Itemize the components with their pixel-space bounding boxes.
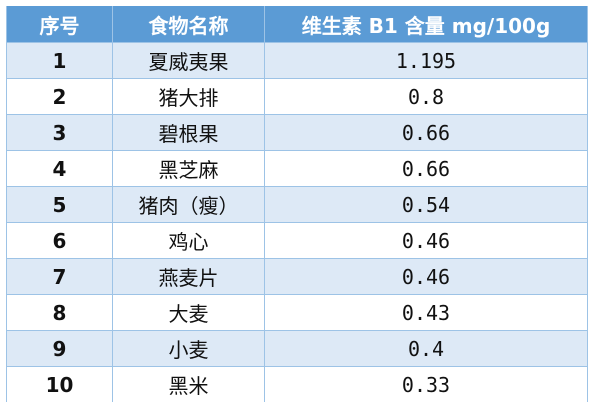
- header-food: 食物名称: [113, 6, 265, 43]
- cell-value: 0.43: [265, 295, 588, 331]
- header-row: 序号 食物名称 维生素 B1 含量 mg/100g: [7, 6, 588, 43]
- cell-food: 大麦: [113, 295, 265, 331]
- cell-food: 黑米: [113, 367, 265, 402]
- cell-index: 1: [7, 43, 113, 79]
- cell-index: 10: [7, 367, 113, 402]
- cell-index: 8: [7, 295, 113, 331]
- cell-index: 4: [7, 151, 113, 187]
- cell-food: 夏威夷果: [113, 43, 265, 79]
- cell-food: 燕麦片: [113, 259, 265, 295]
- cell-value: 0.8: [265, 79, 588, 115]
- cell-food: 鸡心: [113, 223, 265, 259]
- cell-index: 2: [7, 79, 113, 115]
- cell-value: 1.195: [265, 43, 588, 79]
- cell-value: 0.66: [265, 115, 588, 151]
- cell-index: 6: [7, 223, 113, 259]
- cell-index: 7: [7, 259, 113, 295]
- cell-value: 0.46: [265, 259, 588, 295]
- cell-food: 猪肉（瘦）: [113, 187, 265, 223]
- cell-index: 3: [7, 115, 113, 151]
- cell-food: 猪大排: [113, 79, 265, 115]
- cell-value: 0.54: [265, 187, 588, 223]
- header-index: 序号: [7, 6, 113, 43]
- cell-index: 5: [7, 187, 113, 223]
- cell-value: 0.33: [265, 367, 588, 402]
- cell-index: 9: [7, 331, 113, 367]
- cell-value: 0.46: [265, 223, 588, 259]
- header-value: 维生素 B1 含量 mg/100g: [265, 6, 588, 43]
- cell-food: 黑芝麻: [113, 151, 265, 187]
- cell-food: 碧根果: [113, 115, 265, 151]
- cell-value: 0.4: [265, 331, 588, 367]
- cell-value: 0.66: [265, 151, 588, 187]
- cell-food: 小麦: [113, 331, 265, 367]
